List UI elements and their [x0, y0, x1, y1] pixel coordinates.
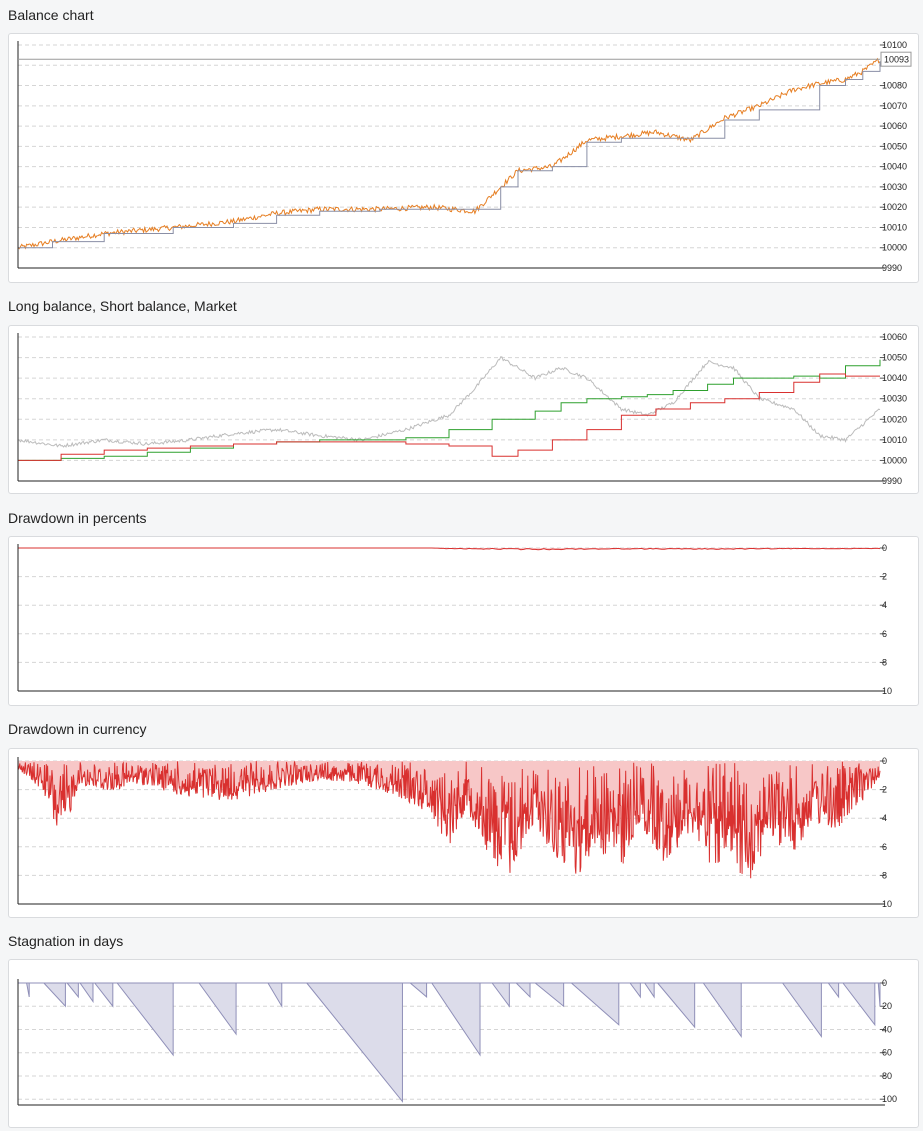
stagnation-line-5 — [116, 982, 174, 1057]
stagnation-line-9 — [409, 982, 428, 999]
chart-stagnation[interactable]: 0 20 40 60 80 100 — [9, 960, 920, 1129]
y-tick-label: 9990 — [882, 476, 902, 486]
y-tick-label: 10040 — [882, 373, 907, 383]
y-tick-label: 10080 — [882, 81, 907, 91]
y-tick-label: 4 — [882, 813, 887, 823]
stagnation-area-11 — [492, 983, 510, 1007]
chart-title-stagnation: Stagnation in days — [8, 933, 124, 949]
stagnation-line-8 — [306, 982, 403, 1103]
chart-balance[interactable]: 9990 10000 10010 10020 10030 10040 10050 10060 1… — [9, 34, 920, 284]
y-tick-label: 8 — [882, 657, 887, 667]
panel-drawdown-percents: 0 2 4 6 8 10 — [8, 536, 919, 706]
chart-title-drawdown-currency: Drawdown in currency — [8, 721, 147, 737]
y-tick-label: 10 — [882, 686, 892, 696]
y-tick-label: 10030 — [882, 182, 907, 192]
y-tick-label: 10060 — [882, 121, 907, 131]
stagnation-line-7 — [267, 982, 283, 1009]
series-step-1 — [18, 359, 881, 461]
y-tick-label: 6 — [882, 629, 887, 639]
y-tick-label: 10050 — [882, 353, 907, 363]
stagnation-line-0 — [26, 982, 30, 998]
y-tick-label: 40 — [882, 1024, 892, 1034]
y-tick-label: 10100 — [882, 40, 907, 50]
series-step-2 — [18, 373, 880, 461]
stagnation-line-12 — [515, 982, 531, 999]
chart-drawdown-currency[interactable]: 0 2 4 6 8 10 — [9, 749, 920, 919]
series-line-0 — [18, 547, 881, 551]
stagnation-line-18 — [702, 982, 742, 1039]
stagnation-area-2 — [67, 983, 79, 997]
y-tick-label: 10020 — [882, 202, 907, 212]
y-tick-label: 10070 — [882, 101, 907, 111]
stagnation-line-4 — [94, 982, 114, 1008]
series-area-0 — [18, 548, 880, 550]
y-tick-label: 10050 — [882, 141, 907, 151]
y-tick-label: 10060 — [882, 332, 907, 342]
y-tick-label: 10020 — [882, 414, 907, 424]
chart-title-drawdown-percents: Drawdown in percents — [8, 510, 147, 526]
stagnation-line-17 — [657, 982, 696, 1029]
panel-drawdown-currency: 0 2 4 6 8 10 — [8, 748, 919, 918]
y-tick-label: 10000 — [882, 243, 907, 253]
y-tick-label: 2 — [882, 572, 887, 582]
y-tick-label: 2 — [882, 785, 887, 795]
stagnation-line-19 — [782, 982, 822, 1038]
panel-balance: 9990 10000 10010 10020 10030 10040 10050 10060 1… — [8, 33, 919, 283]
panel-stagnation: 0 20 40 60 80 100 — [8, 959, 919, 1128]
stagnation-line-22 — [877, 982, 881, 1007]
stagnation-line-10 — [431, 982, 481, 1057]
stagnation-line-11 — [491, 982, 510, 1008]
stagnation-line-21 — [842, 982, 876, 1027]
current-value-box — [880, 51, 912, 67]
y-tick-label: 10010 — [882, 222, 907, 232]
stagnation-line-2 — [66, 982, 79, 999]
y-tick-label: 9990 — [882, 263, 902, 273]
stagnation-area-7 — [267, 983, 282, 1007]
stagnation-line-13 — [534, 982, 565, 1008]
y-tick-label: 100 — [882, 1094, 897, 1104]
chart-drawdown-percents[interactable]: 0 2 4 6 8 10 — [9, 537, 920, 707]
y-tick-label: 0 — [882, 978, 887, 988]
stagnation-area-12 — [516, 983, 531, 997]
stagnation-line-16 — [644, 982, 655, 999]
y-tick-label: 10000 — [882, 455, 907, 465]
y-tick-label: 20 — [882, 1001, 892, 1011]
y-tick-label: 60 — [882, 1048, 892, 1058]
stagnation-line-15 — [629, 982, 641, 999]
stagnation-area-15 — [630, 983, 641, 997]
y-tick-label: 10 — [882, 899, 892, 909]
y-tick-label: 0 — [882, 756, 887, 766]
y-tick-label: 80 — [882, 1071, 892, 1081]
y-tick-label: 0 — [882, 543, 887, 553]
series-line-0 — [17, 761, 881, 879]
stagnation-line-1 — [43, 982, 66, 1008]
stagnation-area-20 — [828, 983, 839, 997]
stagnation-line-20 — [827, 982, 840, 999]
y-tick-label: 10010 — [882, 435, 907, 445]
series-line-0 — [17, 57, 881, 250]
series-line-0 — [17, 356, 881, 448]
y-tick-label: 8 — [882, 870, 887, 880]
stagnation-area-4 — [94, 983, 113, 1007]
chart-title-balance: Balance chart — [8, 7, 94, 23]
chart-title-long-short-market: Long balance, Short balance, Market — [8, 298, 237, 314]
y-tick-label: 10040 — [882, 162, 907, 172]
stagnation-line-6 — [198, 982, 237, 1036]
current-value-label: 10093 — [884, 55, 909, 65]
stagnation-area-14 — [571, 983, 619, 1025]
series-step-1 — [18, 61, 881, 249]
stagnation-line-3 — [79, 982, 94, 1004]
stagnation-line-14 — [571, 982, 620, 1026]
panel-long-short-market: 9990 10000 10010 10020 10030 10040 10050 10060 — [8, 325, 919, 494]
chart-long-short-market[interactable]: 9990 10000 10010 10020 10030 10040 10050 10060 — [9, 326, 920, 495]
stagnation-area-0 — [26, 983, 30, 997]
y-tick-label: 10030 — [882, 394, 907, 404]
y-tick-label: 4 — [882, 600, 887, 610]
y-tick-label: 6 — [882, 842, 887, 852]
